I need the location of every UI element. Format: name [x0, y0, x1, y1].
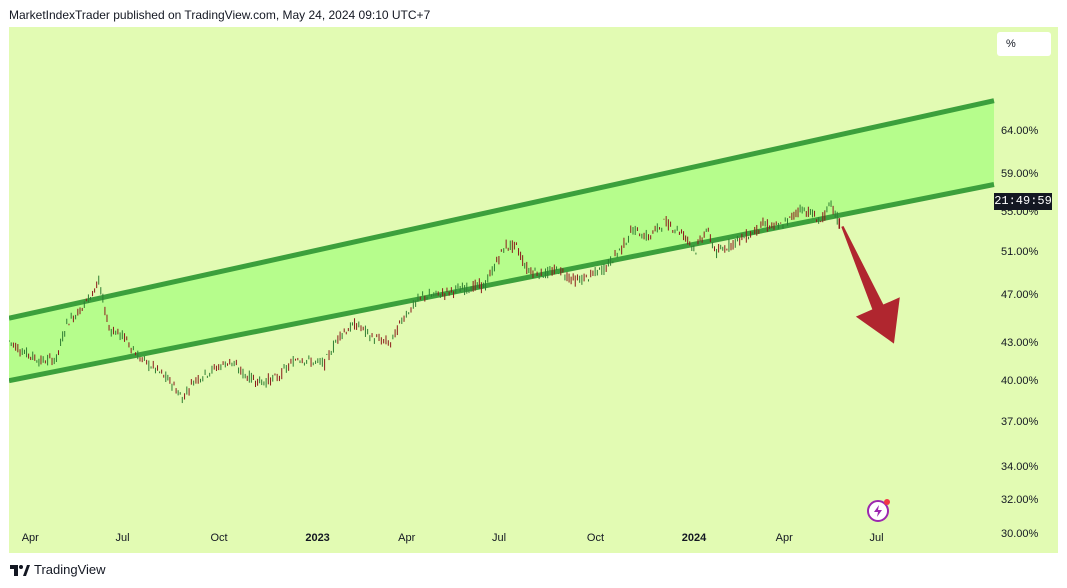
chart-area[interactable]: % 64.00% 59.00% 55.00% 51.00% 47.00% 43.00% 40… — [9, 27, 1058, 553]
time-tick-label: Jul — [869, 532, 884, 544]
time-tick-label: Apr — [775, 532, 793, 544]
channel-upper-line — [9, 98, 995, 321]
price-tick-label: 40.00% — [1001, 375, 1039, 388]
spark-icon[interactable] — [867, 499, 890, 522]
time-tick-label: Jul — [115, 532, 130, 544]
percent-scale-button[interactable]: % — [997, 32, 1051, 56]
price-tick-label: 59.00% — [1001, 168, 1039, 181]
price-tick-label: 43.00% — [1001, 336, 1039, 349]
time-tick-label: Jul — [492, 532, 507, 544]
price-tick-label: 37.00% — [1001, 416, 1039, 429]
price-tick-label: 51.00% — [1001, 245, 1039, 258]
footer: TradingView — [10, 562, 106, 577]
price-tick-label: 32.00% — [1001, 493, 1039, 506]
price-tick-label: 30.00% — [1001, 527, 1039, 540]
publisher-header: MarketIndexTrader published on TradingVi… — [9, 8, 431, 22]
channel-lower-line — [9, 182, 995, 384]
price-tick-label: 34.00% — [1001, 461, 1039, 474]
time-tick-label: Oct — [210, 532, 228, 544]
down-arrow — [841, 225, 900, 344]
time-tick-label: Apr — [21, 532, 39, 544]
footer-brand: TradingView — [34, 562, 106, 577]
channel-fill — [9, 100, 994, 381]
time-tick-label: 2024 — [681, 532, 707, 544]
price-tick-label: 47.00% — [1001, 289, 1039, 302]
trading-view-logo-icon — [10, 564, 30, 576]
chart-canvas[interactable] — [9, 27, 1058, 553]
time-tick-label: 2023 — [305, 532, 330, 544]
time-tick-label: Oct — [586, 532, 605, 544]
bar-countdown-label: 21:49:59 — [994, 193, 1052, 210]
notification-dot — [884, 499, 890, 505]
price-tick-label: 64.00% — [1001, 125, 1039, 138]
time-tick-label: Apr — [398, 532, 416, 544]
